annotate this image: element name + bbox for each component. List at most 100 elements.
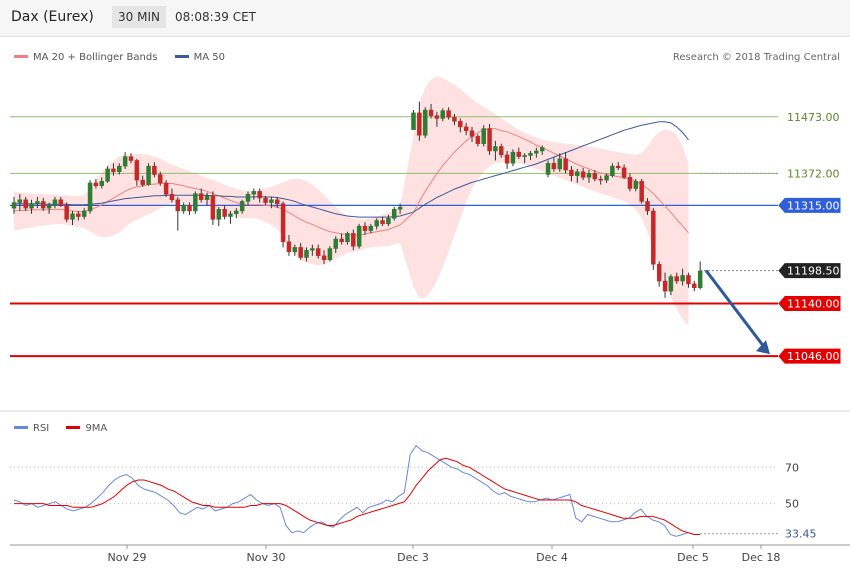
candle xyxy=(292,244,298,256)
candle xyxy=(105,166,110,183)
projection-arrow-shaft xyxy=(704,269,767,350)
level-label-red: 11140.00 xyxy=(778,295,841,311)
candle xyxy=(87,180,93,214)
candle-body xyxy=(417,112,422,136)
candle xyxy=(210,191,216,225)
candle xyxy=(234,208,239,219)
level-label-box xyxy=(778,348,841,364)
candle xyxy=(152,162,157,178)
candle xyxy=(286,235,292,256)
rsi-line xyxy=(13,444,700,537)
candle-body xyxy=(134,160,140,181)
candle xyxy=(475,134,481,147)
candle-body xyxy=(327,248,333,260)
candle xyxy=(639,179,644,204)
candle-body xyxy=(598,178,603,181)
candle-body xyxy=(411,112,416,130)
candle xyxy=(417,101,422,141)
candle xyxy=(304,247,309,262)
candle xyxy=(397,203,403,214)
candle-body xyxy=(674,276,679,282)
candle-body xyxy=(481,128,486,144)
candle-body xyxy=(29,203,34,209)
candle-body xyxy=(551,163,557,170)
candle-body xyxy=(222,209,227,217)
candle xyxy=(169,188,175,203)
candle-body xyxy=(333,238,338,249)
candle-body xyxy=(586,173,592,178)
candle xyxy=(428,103,434,119)
rsi-tick-label: 50 xyxy=(785,498,799,511)
candle-body xyxy=(146,165,151,185)
candle xyxy=(458,118,463,133)
timeframe-badge[interactable]: 30 MIN xyxy=(112,6,166,28)
candle xyxy=(686,272,691,288)
candle-body xyxy=(563,158,568,171)
candle-body xyxy=(11,202,17,209)
candle xyxy=(680,268,685,286)
candle-body xyxy=(23,199,28,209)
level-label-blue: 11315.00 xyxy=(778,197,841,213)
candle xyxy=(251,188,257,200)
candle-body xyxy=(475,136,481,144)
level-label-green: 11473.00 xyxy=(787,111,840,124)
candle xyxy=(510,149,516,167)
candle-body xyxy=(99,181,104,186)
candle xyxy=(140,175,145,187)
candle xyxy=(198,188,204,203)
candle xyxy=(111,163,116,176)
candle xyxy=(362,222,368,236)
candle xyxy=(386,214,391,227)
candle-body xyxy=(504,154,510,164)
instrument-title: Dax (Eurex) xyxy=(11,9,94,25)
candle-body xyxy=(58,199,64,206)
candle xyxy=(175,196,181,231)
clock-time: 08:08:39 CET xyxy=(175,10,256,24)
candle-body xyxy=(128,156,134,161)
candle-body xyxy=(292,247,298,253)
candle xyxy=(187,202,192,215)
candle-body xyxy=(87,182,93,212)
research-credit: Research © 2018 Trading Central xyxy=(672,52,840,63)
candle xyxy=(239,199,245,214)
candle-body xyxy=(234,210,239,215)
candle xyxy=(368,223,374,234)
candle-body xyxy=(557,158,562,170)
x-tick-label: Nov 29 xyxy=(108,551,147,564)
candle xyxy=(228,210,233,224)
candle xyxy=(563,152,568,174)
level-label-current: 11198.50 xyxy=(778,263,841,279)
candle xyxy=(275,196,280,209)
candle-body xyxy=(111,168,116,172)
candle xyxy=(81,208,87,220)
candle-body xyxy=(639,181,644,202)
candle-body xyxy=(76,213,81,217)
candle-body xyxy=(228,213,233,217)
candle-body xyxy=(35,201,40,204)
candle xyxy=(674,272,679,284)
candle-body xyxy=(321,255,327,260)
candle-body xyxy=(315,248,321,257)
candle-body xyxy=(463,126,469,132)
candle-body xyxy=(458,121,463,128)
candle xyxy=(257,188,262,203)
level-label-text: 11473.00 xyxy=(787,111,840,124)
candle-body xyxy=(356,225,362,247)
candle-body xyxy=(351,233,356,247)
candle xyxy=(522,153,527,164)
level-label-text: 11315.00 xyxy=(787,199,840,212)
candle-body xyxy=(446,110,451,118)
candle-body xyxy=(280,203,286,243)
candle xyxy=(604,173,609,183)
chart-header: Dax (Eurex) 30 MIN 08:08:39 CET xyxy=(0,0,850,37)
candle xyxy=(539,145,545,155)
candle xyxy=(280,201,286,248)
candle-body xyxy=(362,225,368,231)
candle-body xyxy=(263,197,268,203)
candle xyxy=(469,126,475,143)
rsi-legend: RSI 9MA xyxy=(14,423,121,434)
candle xyxy=(345,231,350,245)
candle-body xyxy=(680,275,685,282)
candle xyxy=(263,195,268,206)
candle-body xyxy=(528,152,533,156)
